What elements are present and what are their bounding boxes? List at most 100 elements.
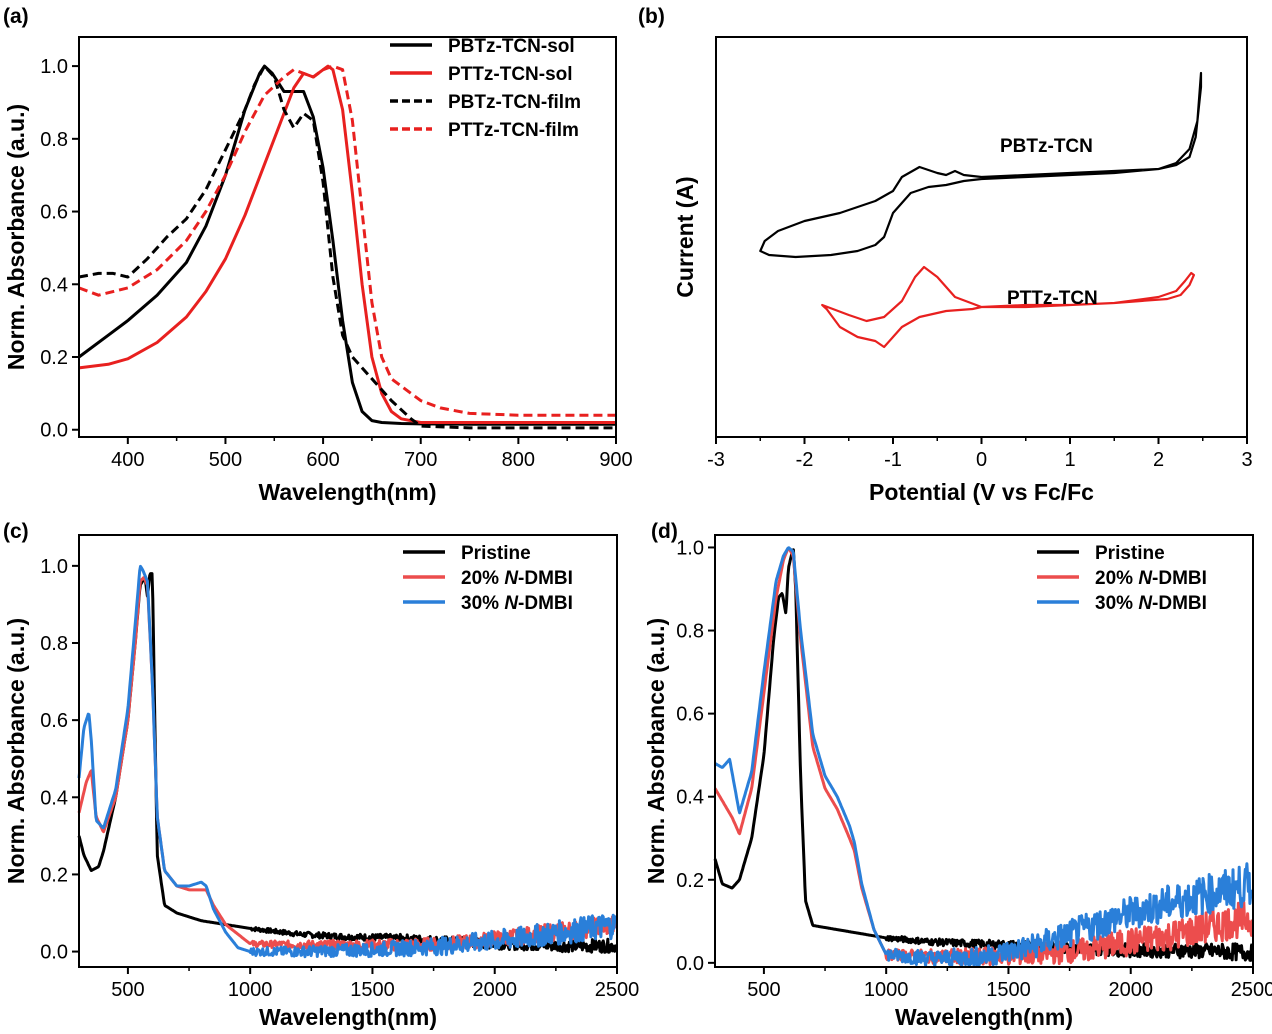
legend-label-suffix: -DMBI	[1152, 568, 1207, 589]
panel-1: -3 -2 -1 0 1 2 3 Potential (V vs Fc/Fc Current (…	[638, 5, 1253, 505]
x-tick-label: 2	[1153, 449, 1164, 471]
x-tick-label: 1	[1064, 449, 1075, 471]
y-tick-label: 0.4	[676, 787, 704, 809]
legend-label-suffix: -DMBI	[518, 593, 573, 614]
x-axis-title: Wavelength(nm)	[258, 479, 436, 505]
legend-label-italic: N	[504, 593, 519, 614]
y-tick-label: 0.2	[40, 864, 68, 886]
x-tick-label: 2000	[1108, 979, 1153, 1001]
annotation-pbtz: PBTz-TCN	[1000, 136, 1093, 157]
legend-label-italic: N	[1138, 568, 1153, 589]
panel-0: 400 500 600 700 800 900 0.0 0.2 0.4 0.6 0.8 1.0 Wave…	[3, 5, 633, 505]
x-tick-label: 2500	[595, 979, 640, 1001]
series-line-1	[821, 265, 1195, 349]
x-tick-label: 400	[111, 449, 144, 471]
x-tick-label: 1000	[864, 979, 909, 1001]
x-axis-title: Potential (V vs Fc/Fc	[869, 479, 1094, 505]
legend-label-1: PTTz-TCN-sol	[448, 64, 573, 85]
x-tick-label: 900	[599, 449, 632, 471]
legend-label-1: 20% N-DMBI	[1095, 568, 1207, 589]
x-tick-label: 2500	[1231, 979, 1272, 1001]
legend-label-2: PBTz-TCN-film	[448, 92, 581, 113]
legend-label-text: PBTz-TCN-film	[448, 92, 581, 113]
x-tick-label: 800	[502, 449, 535, 471]
plot-frame	[714, 534, 1254, 968]
plot-frame	[78, 36, 617, 438]
legend-label-text: Pristine	[1095, 543, 1165, 564]
y-tick-label: 0.4	[40, 787, 68, 809]
y-tick-label: 0.6	[40, 710, 68, 732]
legend-label-0: Pristine	[461, 543, 531, 564]
x-tick-label: -1	[884, 449, 902, 471]
x-tick-label: 500	[111, 979, 144, 1001]
y-tick-label: 0.0	[40, 942, 68, 964]
x-tick-label: 1500	[986, 979, 1031, 1001]
x-tick-label: 500	[209, 449, 242, 471]
y-tick-label: 0.0	[676, 953, 704, 975]
x-tick-label: -3	[707, 449, 725, 471]
series-line-0	[77, 572, 618, 954]
y-tick-label: 0.4	[40, 274, 68, 296]
series-line-0	[759, 71, 1203, 259]
legend-label-text: PBTz-TCN-sol	[448, 36, 575, 57]
y-tick-label: 0.6	[676, 704, 704, 726]
panel-label: (b)	[638, 5, 665, 28]
x-tick-label: 600	[306, 449, 339, 471]
legend-label-italic: N	[1138, 593, 1153, 614]
series-line-2	[78, 64, 616, 430]
legend-label-text: PTTz-TCN-film	[448, 120, 579, 141]
legend-label-text: 20%	[461, 568, 504, 589]
legend-label-0: Pristine	[1095, 543, 1165, 564]
panel-2: 500 1000 1500 2000 2500 0.0 0.2 0.4 0.6 0.8 1.0 Wav…	[3, 520, 639, 1030]
legend-label-suffix: -DMBI	[1152, 593, 1207, 614]
panel-3: 500 1000 1500 2000 2500 0.0 0.2 0.4 0.6 0.8 1.0 Wav…	[643, 520, 1272, 1030]
y-tick-label: 0.0	[40, 420, 68, 442]
series-line-3	[78, 64, 616, 417]
legend-label-italic: N	[504, 568, 519, 589]
annotation-pttz: PTTz-TCN	[1007, 288, 1098, 309]
plot-frame	[715, 36, 1248, 438]
series-line-2	[77, 564, 617, 959]
y-axis-title: Current (A)	[672, 176, 698, 297]
panel-label: (a)	[3, 5, 29, 28]
x-tick-label: 0	[976, 449, 987, 471]
legend-label-suffix: -DMBI	[518, 568, 573, 589]
y-tick-label: 0.8	[676, 621, 704, 643]
x-axis-title: Wavelength(nm)	[895, 1004, 1073, 1030]
legend-label-text: 20%	[1095, 568, 1138, 589]
y-axis-title: Norm. Absorbance (a.u.)	[3, 618, 29, 884]
y-tick-label: 0.8	[40, 129, 68, 151]
panel-label: (d)	[651, 520, 678, 543]
legend-label-text: 30%	[461, 593, 504, 614]
panel-label: (c)	[3, 520, 29, 543]
x-tick-label: 3	[1241, 449, 1252, 471]
legend-label-1: 20% N-DMBI	[461, 568, 573, 589]
series-line-2	[714, 546, 1254, 969]
x-tick-label: 700	[404, 449, 437, 471]
legend-label-text: PTTz-TCN-sol	[448, 64, 573, 85]
y-tick-label: 1.0	[40, 556, 68, 578]
x-tick-label: 500	[747, 979, 780, 1001]
x-tick-label: 1500	[350, 979, 395, 1001]
series-line-1	[77, 576, 618, 952]
y-tick-label: 0.8	[40, 633, 68, 655]
legend-label-2: 30% N-DMBI	[1095, 593, 1207, 614]
y-tick-label: 0.2	[676, 870, 704, 892]
legend-label-text: Pristine	[461, 543, 531, 564]
x-tick-label: 1000	[228, 979, 273, 1001]
legend-label-3: PTTz-TCN-film	[448, 120, 579, 141]
legend-label-0: PBTz-TCN-sol	[448, 36, 575, 57]
series-line-0	[713, 548, 1254, 962]
x-tick-label: 2000	[472, 979, 517, 1001]
y-tick-label: 1.0	[40, 56, 68, 78]
x-axis-title: Wavelength(nm)	[259, 1004, 437, 1030]
y-tick-label: 0.6	[40, 202, 68, 224]
plot-frame	[78, 534, 618, 968]
series-line-0	[78, 64, 616, 426]
legend-label-2: 30% N-DMBI	[461, 593, 573, 614]
x-tick-label: -2	[796, 449, 814, 471]
y-tick-label: 0.2	[40, 347, 68, 369]
y-axis-title: Norm. Absorbance (a.u.)	[3, 104, 29, 370]
y-axis-title: Norm. Absorbance (a.u.)	[643, 618, 669, 884]
